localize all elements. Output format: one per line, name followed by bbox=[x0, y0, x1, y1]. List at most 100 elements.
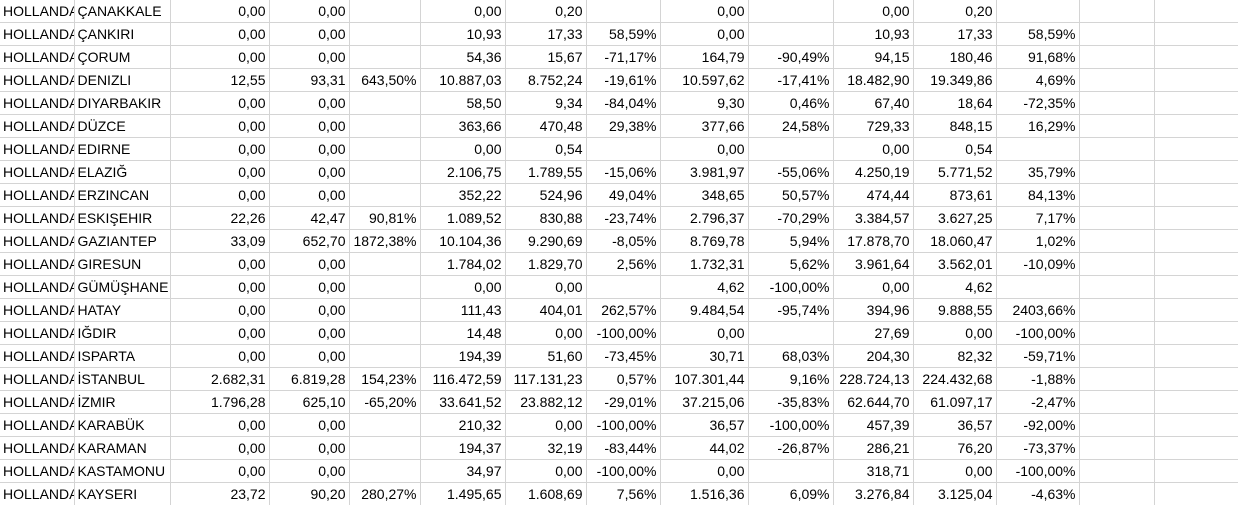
empty-cell[interactable] bbox=[1079, 252, 1155, 276]
value-cell[interactable]: 15,67 bbox=[505, 45, 587, 69]
value-cell[interactable]: 10.597,62 bbox=[660, 68, 749, 92]
city-cell[interactable]: ÇANAKKALE bbox=[74, 0, 171, 23]
value-cell[interactable]: 625,10 bbox=[269, 390, 350, 414]
value-cell[interactable] bbox=[349, 22, 421, 46]
value-cell[interactable]: 9,16% bbox=[748, 367, 834, 391]
city-cell[interactable]: DÜZCE bbox=[74, 114, 171, 138]
value-cell[interactable] bbox=[349, 344, 421, 368]
value-cell[interactable]: -19,61% bbox=[586, 68, 661, 92]
value-cell[interactable]: -59,71% bbox=[996, 344, 1080, 368]
value-cell[interactable]: 0,00 bbox=[170, 321, 270, 345]
value-cell[interactable]: 4,62 bbox=[660, 275, 749, 299]
empty-cell[interactable] bbox=[1079, 413, 1155, 437]
country-cell[interactable]: HOLLANDA bbox=[0, 183, 75, 207]
value-cell[interactable] bbox=[349, 413, 421, 437]
value-cell[interactable]: -100,00% bbox=[996, 321, 1080, 345]
value-cell[interactable] bbox=[748, 22, 834, 46]
city-cell[interactable]: KAYSERI bbox=[74, 482, 171, 505]
value-cell[interactable]: 228.724,13 bbox=[833, 367, 914, 391]
value-cell[interactable]: 42,47 bbox=[269, 206, 350, 230]
value-cell[interactable]: 0,00 bbox=[269, 0, 350, 23]
value-cell[interactable] bbox=[349, 298, 421, 322]
value-cell[interactable] bbox=[748, 321, 834, 345]
value-cell[interactable]: -72,35% bbox=[996, 91, 1080, 115]
value-cell[interactable]: 17,33 bbox=[913, 22, 997, 46]
value-cell[interactable]: 0,00 bbox=[660, 0, 749, 23]
value-cell[interactable]: 0,00 bbox=[269, 344, 350, 368]
value-cell[interactable]: 16,29% bbox=[996, 114, 1080, 138]
empty-cell[interactable] bbox=[1079, 321, 1155, 345]
country-cell[interactable]: HOLLANDA bbox=[0, 22, 75, 46]
value-cell[interactable]: 44,02 bbox=[660, 436, 749, 460]
value-cell[interactable]: 0,00 bbox=[170, 252, 270, 276]
value-cell[interactable]: 0,00 bbox=[269, 22, 350, 46]
value-cell[interactable] bbox=[996, 137, 1080, 161]
city-cell[interactable]: GÜMÜŞHANE bbox=[74, 275, 171, 299]
value-cell[interactable]: 1.495,65 bbox=[420, 482, 506, 505]
value-cell[interactable] bbox=[586, 275, 661, 299]
value-cell[interactable]: 17.878,70 bbox=[833, 229, 914, 253]
value-cell[interactable]: 0,00 bbox=[269, 91, 350, 115]
value-cell[interactable]: 0,00 bbox=[420, 137, 506, 161]
value-cell[interactable]: 0,00 bbox=[269, 275, 350, 299]
empty-cell[interactable] bbox=[1079, 275, 1155, 299]
value-cell[interactable]: 30,71 bbox=[660, 344, 749, 368]
empty-cell[interactable] bbox=[1154, 229, 1238, 253]
value-cell[interactable]: 0,00 bbox=[833, 0, 914, 23]
city-cell[interactable]: KARAMAN bbox=[74, 436, 171, 460]
value-cell[interactable]: 154,23% bbox=[349, 367, 421, 391]
city-cell[interactable]: HATAY bbox=[74, 298, 171, 322]
city-cell[interactable]: DIYARBAKIR bbox=[74, 91, 171, 115]
value-cell[interactable] bbox=[586, 137, 661, 161]
country-cell[interactable]: HOLLANDA bbox=[0, 436, 75, 460]
value-cell[interactable] bbox=[349, 252, 421, 276]
city-cell[interactable]: ERZINCAN bbox=[74, 183, 171, 207]
value-cell[interactable]: 2,56% bbox=[586, 252, 661, 276]
value-cell[interactable]: 9.484,54 bbox=[660, 298, 749, 322]
value-cell[interactable]: 51,60 bbox=[505, 344, 587, 368]
value-cell[interactable]: 1,02% bbox=[996, 229, 1080, 253]
country-cell[interactable]: HOLLANDA bbox=[0, 252, 75, 276]
value-cell[interactable] bbox=[586, 0, 661, 23]
value-cell[interactable] bbox=[748, 137, 834, 161]
value-cell[interactable]: 35,79% bbox=[996, 160, 1080, 184]
value-cell[interactable] bbox=[748, 0, 834, 23]
empty-cell[interactable] bbox=[1154, 45, 1238, 69]
value-cell[interactable]: 76,20 bbox=[913, 436, 997, 460]
country-cell[interactable]: HOLLANDA bbox=[0, 137, 75, 161]
value-cell[interactable]: 62.644,70 bbox=[833, 390, 914, 414]
value-cell[interactable]: -4,63% bbox=[996, 482, 1080, 505]
city-cell[interactable]: İSTANBUL bbox=[74, 367, 171, 391]
value-cell[interactable]: 0,00 bbox=[170, 91, 270, 115]
empty-cell[interactable] bbox=[1154, 91, 1238, 115]
country-cell[interactable]: HOLLANDA bbox=[0, 344, 75, 368]
value-cell[interactable] bbox=[996, 275, 1080, 299]
value-cell[interactable]: 0,00 bbox=[170, 459, 270, 483]
value-cell[interactable]: 0,00 bbox=[269, 321, 350, 345]
value-cell[interactable]: 10.887,03 bbox=[420, 68, 506, 92]
value-cell[interactable]: 0,00 bbox=[913, 321, 997, 345]
value-cell[interactable]: 58,59% bbox=[996, 22, 1080, 46]
value-cell[interactable]: 0,46% bbox=[748, 91, 834, 115]
value-cell[interactable]: 2.106,75 bbox=[420, 160, 506, 184]
empty-cell[interactable] bbox=[1079, 22, 1155, 46]
value-cell[interactable]: 61.097,17 bbox=[913, 390, 997, 414]
value-cell[interactable]: 82,32 bbox=[913, 344, 997, 368]
empty-cell[interactable] bbox=[1154, 321, 1238, 345]
value-cell[interactable]: 111,43 bbox=[420, 298, 506, 322]
city-cell[interactable]: ESKIŞEHIR bbox=[74, 206, 171, 230]
value-cell[interactable]: 0,00 bbox=[170, 114, 270, 138]
value-cell[interactable]: 37.215,06 bbox=[660, 390, 749, 414]
country-cell[interactable]: HOLLANDA bbox=[0, 206, 75, 230]
value-cell[interactable]: 262,57% bbox=[586, 298, 661, 322]
value-cell[interactable]: 470,48 bbox=[505, 114, 587, 138]
value-cell[interactable]: 0,00 bbox=[420, 0, 506, 23]
value-cell[interactable]: 224.432,68 bbox=[913, 367, 997, 391]
value-cell[interactable] bbox=[349, 275, 421, 299]
value-cell[interactable]: 1.732,31 bbox=[660, 252, 749, 276]
value-cell[interactable]: 2.796,37 bbox=[660, 206, 749, 230]
empty-cell[interactable] bbox=[1154, 390, 1238, 414]
value-cell[interactable]: 3.384,57 bbox=[833, 206, 914, 230]
value-cell[interactable]: 3.562,01 bbox=[913, 252, 997, 276]
value-cell[interactable]: 0,00 bbox=[269, 436, 350, 460]
